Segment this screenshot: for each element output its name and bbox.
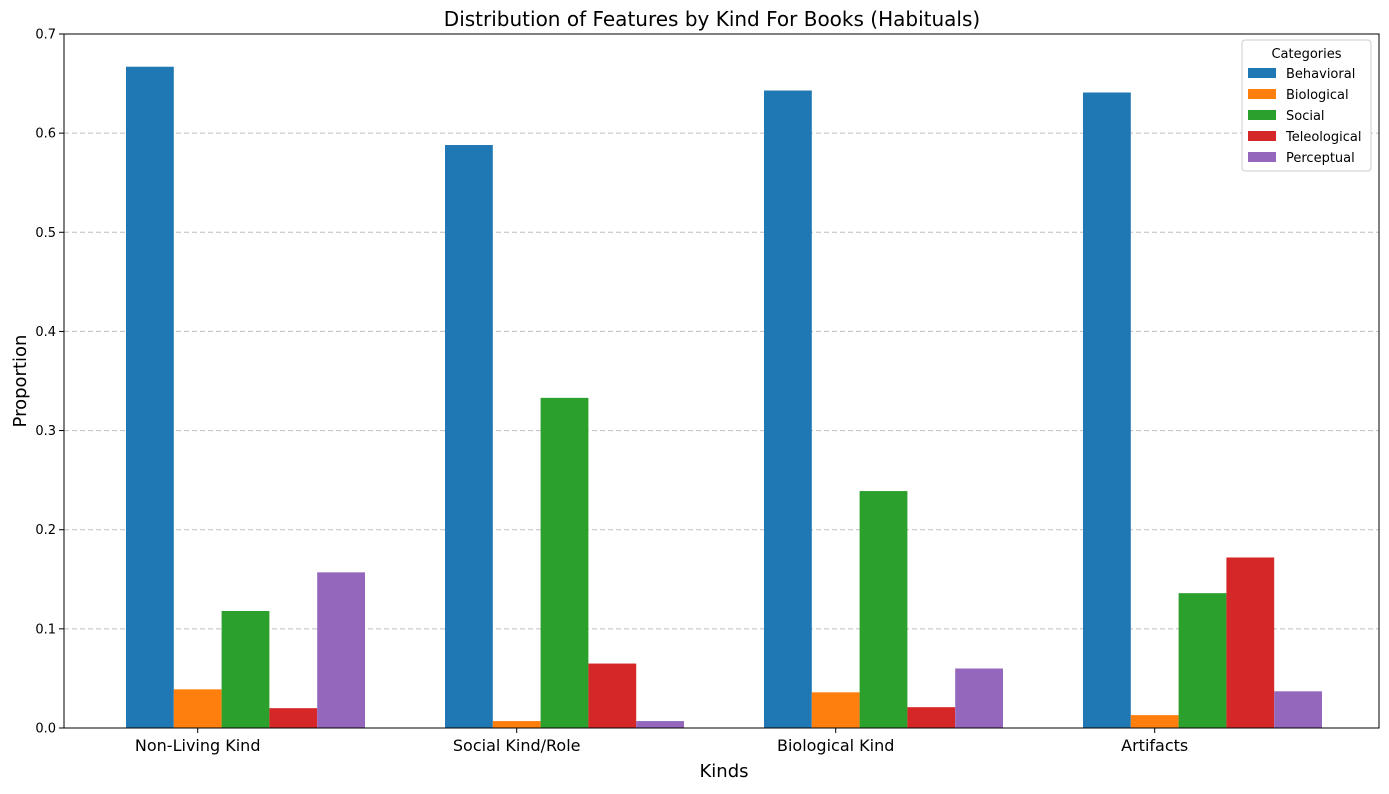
x-tick-label: Social Kind/Role [453,736,581,755]
bar-social-3 [1178,593,1227,728]
y-tick-label: 0.3 [35,424,56,439]
axes: 0.0 0.1 0.2 0.3 0.4 0.5 0.6 0.7 Non-Living Kind S… [35,28,1380,755]
legend-swatch-teleological [1248,131,1276,141]
y-tick-label: 0.5 [35,226,56,241]
legend-label-biological: Biological [1286,88,1349,103]
bar-behavioral-1 [445,145,493,729]
y-tick-label: 0.6 [35,127,56,142]
bar-teleological-0 [269,708,318,728]
bar-biological-2 [811,692,860,728]
bar-perceptual-0 [317,572,365,728]
bar-perceptual-3 [1274,691,1322,728]
legend-title: Categories [1271,47,1341,62]
bar-teleological-3 [1226,557,1275,728]
legend-label-social: Social [1286,109,1325,124]
x-tick-label: Artifacts [1121,736,1188,755]
bar-teleological-1 [588,663,637,728]
legend-swatch-perceptual [1248,152,1276,162]
legend-swatch-biological [1248,89,1276,99]
bar-behavioral-3 [1083,92,1131,729]
bar-social-2 [859,491,908,728]
legend-swatch-behavioral [1248,68,1276,78]
legend-label-teleological: Teleological [1285,130,1361,145]
legend-swatch-social [1248,110,1276,120]
y-tick-label: 0.7 [35,28,56,43]
legend-label-behavioral: Behavioral [1286,67,1355,82]
bar-social-1 [540,397,589,728]
y-tick-label: 0.0 [35,722,56,737]
bar-social-0 [221,611,270,728]
y-tick-label: 0.1 [35,622,56,637]
y-tick-label: 0.4 [35,325,56,340]
bar-biological-3 [1130,715,1179,728]
bar-biological-1 [492,721,541,728]
bar-behavioral-0 [126,66,174,728]
bar-behavioral-2 [764,90,812,729]
y-axis-label: Proportion [10,335,31,428]
legend: Categories Behavioral Biological Social Tele… [1241,39,1372,172]
x-tick-label: Biological Kind [777,736,894,755]
gridlines [64,132,1379,630]
y-tick-label: 0.2 [35,523,56,538]
x-tick-label: Non-Living Kind [135,736,261,755]
plot-frame [63,33,1380,729]
bar-biological-0 [173,689,222,728]
bar-teleological-2 [907,707,956,728]
bar-perceptual-1 [636,721,684,728]
bars [126,66,1322,729]
x-axis-label: Kinds [699,761,748,782]
legend-label-perceptual: Perceptual [1286,151,1355,166]
chart-title: Distribution of Features by Kind For Boo… [444,7,980,31]
bar-perceptual-2 [955,668,1003,728]
